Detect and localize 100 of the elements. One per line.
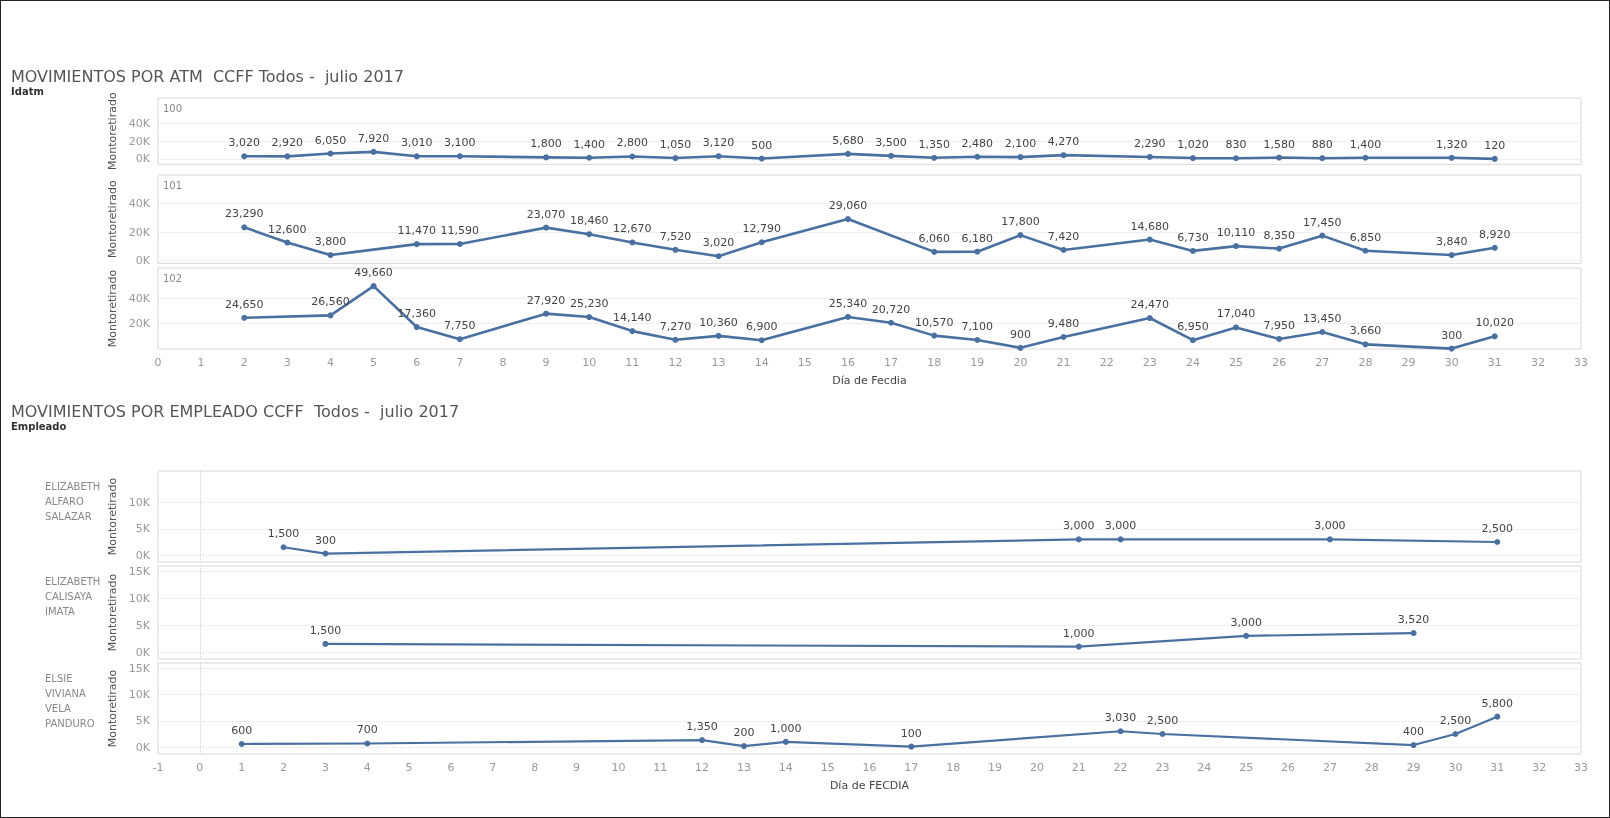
x-tick-label: 20	[1029, 761, 1044, 774]
x-tick-label: 19	[970, 356, 985, 369]
data-label: 2,100	[1004, 137, 1037, 151]
data-label: 18,460	[569, 214, 609, 228]
data-label: 3,000	[1063, 519, 1095, 533]
data-label: 12,790	[742, 222, 781, 236]
text: 100	[163, 102, 184, 116]
x-tick-label: 23	[1142, 356, 1157, 369]
data-label: 1,500	[267, 527, 300, 541]
data-label: 3,020	[702, 236, 735, 250]
x-tick-label: 17	[884, 356, 899, 369]
x-tick-label: 2	[280, 761, 288, 774]
x-tick-label: 4	[363, 761, 371, 774]
y-tick-label: 5K	[135, 522, 151, 536]
text: ELIZABETH ALFARO SALAZAR	[45, 480, 102, 524]
y-axis-title: Montoretirado	[105, 269, 119, 348]
x-tick-label: 12	[695, 761, 710, 774]
x-tick-label: 3	[283, 356, 291, 369]
x-tick-label: 28	[1358, 356, 1373, 369]
data-label: 1,350	[918, 137, 950, 151]
data-label: 25,340	[828, 296, 868, 310]
data-label: 500	[751, 138, 773, 152]
data-label: 700	[356, 723, 378, 737]
data-label: 1,000	[770, 721, 802, 735]
data-label: 4,270	[1047, 135, 1080, 149]
data-label: 400	[1403, 725, 1425, 739]
y-axis-title: Montoretirado	[105, 92, 119, 171]
data-label: 3,000	[1314, 519, 1346, 533]
data-label: 6,900	[745, 320, 778, 334]
y-tick-label: 20K	[128, 134, 151, 148]
y-tick-label: 20K	[128, 317, 151, 331]
data-label: 17,800	[1001, 215, 1040, 229]
data-label: 6,730	[1177, 230, 1209, 244]
x-tick-label: 8	[499, 356, 507, 369]
y-tick-label: 5K	[135, 714, 151, 728]
data-label: 29,060	[828, 199, 868, 213]
data-label: 1,580	[1263, 137, 1295, 151]
x-tick-label: 27	[1322, 761, 1337, 774]
data-label: 23,070	[526, 207, 566, 221]
data-label: 14,140	[613, 311, 652, 325]
data-label: 1,350	[686, 720, 718, 734]
x-axis-title: Día de FECDIA	[829, 779, 910, 792]
x-tick-label: 5	[405, 761, 413, 774]
x-tick-label: 25	[1239, 761, 1254, 774]
data-label: 10,360	[699, 315, 738, 329]
data-label: 1,020	[1177, 138, 1209, 152]
x-tick-label: 10	[582, 356, 597, 369]
data-label: 6,950	[1177, 320, 1209, 334]
x-tick-label: 26	[1281, 761, 1296, 774]
data-label: 1,050	[659, 138, 692, 152]
x-tick-label: 33	[1574, 356, 1588, 369]
y-tick-label: 10K	[128, 591, 151, 605]
data-label: 100	[900, 726, 922, 740]
x-tick-label: 30	[1444, 356, 1459, 369]
y-tick-label: 0K	[135, 254, 151, 267]
data-label: 11,470	[397, 224, 436, 238]
x-tick-label: 27	[1315, 356, 1330, 369]
y-tick-label: 5K	[135, 618, 151, 632]
y-tick-label: 0K	[135, 740, 151, 754]
x-tick-label: 18	[927, 356, 942, 369]
data-label: 49,660	[354, 266, 393, 280]
x-tick-label: 10	[611, 761, 626, 774]
x-tick-label: 7	[489, 761, 497, 774]
y-tick-label: 0K	[135, 548, 151, 562]
text: Idatm	[11, 85, 44, 97]
y-axis-title: Montoretirado	[105, 573, 119, 652]
data-label: 600	[231, 724, 253, 738]
x-tick-label: 13	[736, 761, 751, 774]
data-label: 1,320	[1435, 137, 1468, 151]
data-label: 27,920	[526, 293, 566, 307]
x-tick-label: 14	[778, 761, 793, 774]
x-tick-label: 1	[238, 761, 246, 774]
data-label: 10,020	[1475, 316, 1515, 330]
x-tick-label: 29	[1401, 356, 1416, 369]
data-label: 6,850	[1349, 230, 1382, 244]
x-tick-label: 6	[447, 761, 455, 774]
data-label: 13,450	[1303, 311, 1342, 325]
data-label: 6,060	[918, 231, 950, 245]
x-tick-label: 17	[904, 761, 919, 774]
x-tick-label: 9	[573, 761, 581, 774]
x-tick-label: 2	[240, 356, 248, 369]
text: MOVIMIENTOS POR ATM CCFF Todos - julio 2017	[11, 66, 404, 86]
x-tick-label: 16	[840, 356, 855, 369]
x-tick-label: 24	[1197, 761, 1212, 774]
x-tick-label: 5	[370, 356, 378, 369]
y-axis-title: Montoretirado	[105, 669, 119, 748]
data-label: 880	[1311, 138, 1333, 152]
data-label: 11,590	[440, 223, 480, 237]
data-label: 300	[314, 533, 336, 547]
data-label: 1,000	[1063, 626, 1095, 640]
x-tick-label: 23	[1155, 761, 1170, 774]
x-tick-label: 31	[1487, 356, 1502, 369]
data-label: 12,670	[613, 222, 652, 236]
data-label: 1,400	[1349, 137, 1382, 151]
data-label: 8,920	[1479, 227, 1511, 241]
data-label: 24,650	[224, 297, 264, 311]
data-label: 12,600	[268, 222, 307, 236]
x-tick-label: 24	[1185, 356, 1200, 369]
data-label: 900	[1009, 327, 1031, 341]
data-label: 1,400	[573, 137, 605, 151]
